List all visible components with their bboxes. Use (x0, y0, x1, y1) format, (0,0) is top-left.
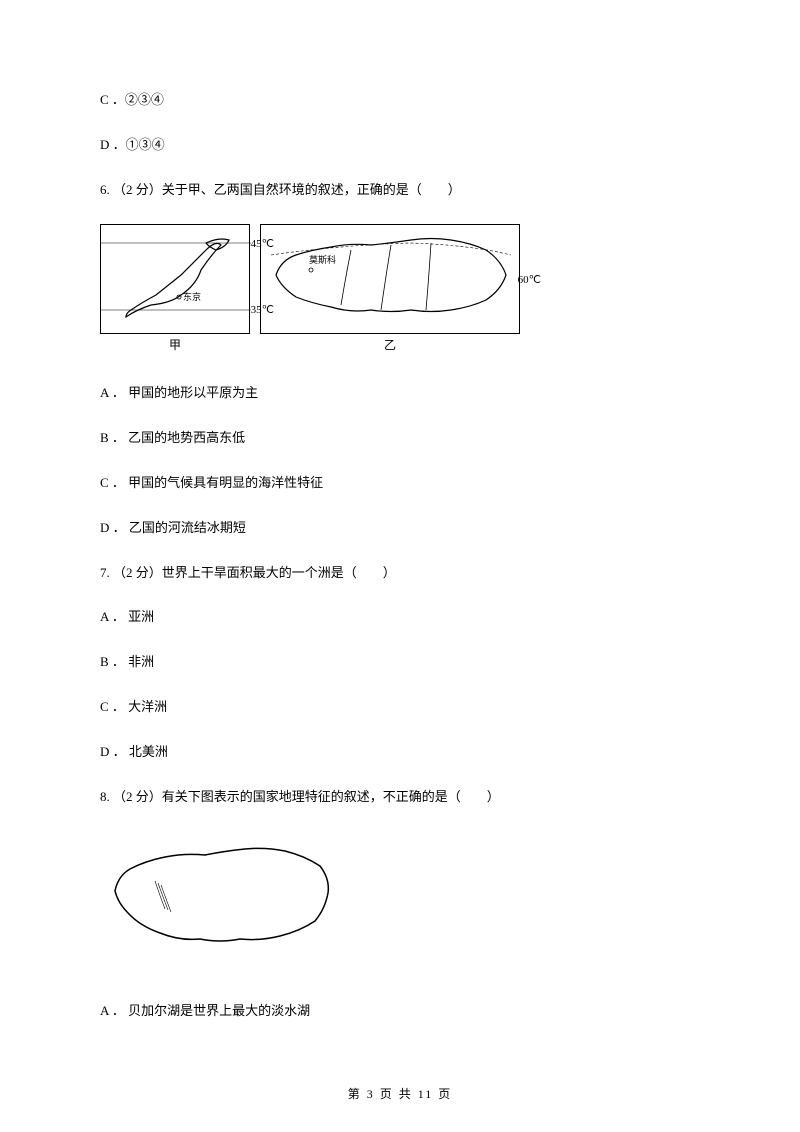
q8-stem: 8. （2 分）有关下图表示的国家地理特征的叙述，不正确的是（ ） (100, 787, 700, 808)
q6-ru-city: 莫斯科 (309, 253, 336, 266)
q6-jp-city: 东京 (183, 290, 201, 303)
q7-option-c[interactable]: C ． 大洋洲 (100, 697, 700, 718)
q6-ru-lat: 60℃ (518, 273, 541, 286)
q6-ru-caption: 乙 (260, 336, 520, 353)
q6-option-c[interactable]: C ． 甲国的气候具有明显的海洋性特征 (100, 473, 700, 494)
page-footer: 第 3 页 共 11 页 (0, 1085, 800, 1102)
q6-map-japan: 45℃ 35℃ 东京 (100, 224, 250, 334)
q7-stem: 7. （2 分）世界上干旱面积最大的一个洲是（ ） (100, 563, 700, 584)
q7-option-b[interactable]: B ． 非洲 (100, 652, 700, 673)
q6-jp-caption: 甲 (100, 336, 250, 353)
q6-stem: 6. （2 分）关于甲、乙两国自然环境的叙述，正确的是（ ） (100, 180, 700, 201)
q6-figure-row: 45℃ 35℃ 东京 甲 莫斯科 60℃ 乙 (100, 224, 700, 353)
q8-option-a[interactable]: A ． 贝加尔湖是世界上最大的淡水湖 (100, 1001, 700, 1022)
q6-option-b[interactable]: B ． 乙国的地势西高东低 (100, 428, 700, 449)
q5-option-c[interactable]: C ．②③④ (100, 90, 700, 111)
q8-map-russia (100, 831, 340, 971)
q5-option-d[interactable]: D ．①③④ (100, 135, 700, 156)
q7-option-d[interactable]: D ． 北美洲 (100, 742, 700, 763)
q7-option-a[interactable]: A ． 亚洲 (100, 607, 700, 628)
q6-option-a[interactable]: A ． 甲国的地形以平原为主 (100, 383, 700, 404)
q6-map-russia: 莫斯科 60℃ (260, 224, 520, 334)
q6-option-d[interactable]: D ． 乙国的河流结冰期短 (100, 518, 700, 539)
